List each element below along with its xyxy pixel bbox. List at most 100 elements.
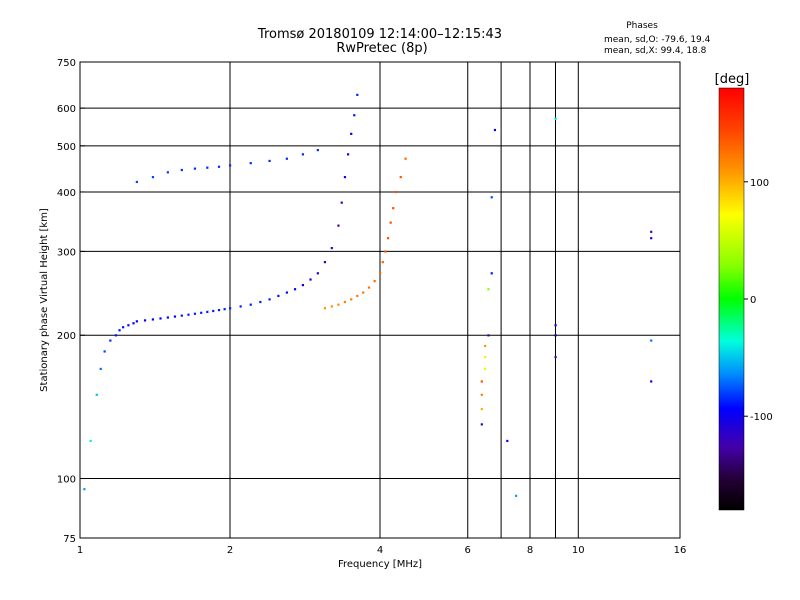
data-point	[480, 380, 483, 383]
x-tick-label: 1	[77, 545, 83, 556]
chart-subtitle: RwPretec (8p)	[336, 41, 427, 56]
data-point	[554, 324, 557, 327]
data-point	[193, 312, 197, 315]
data-point	[277, 294, 280, 298]
data-point	[301, 153, 305, 156]
data-point	[132, 322, 135, 325]
data-point	[346, 153, 350, 156]
x-tick-label: 2	[227, 545, 233, 556]
data-point	[480, 393, 483, 396]
colorbar	[718, 87, 745, 511]
data-point	[83, 488, 86, 491]
data-point	[650, 230, 653, 233]
data-point	[89, 439, 92, 443]
data-point	[554, 334, 557, 337]
data-point	[249, 303, 252, 306]
y-tick-label: 200	[57, 331, 76, 342]
data-point	[285, 157, 288, 160]
data-point	[200, 311, 203, 314]
data-point	[151, 318, 155, 321]
data-point	[173, 315, 177, 318]
data-point	[180, 168, 183, 172]
data-point	[127, 324, 130, 327]
data-point	[268, 159, 271, 163]
data-point	[343, 175, 347, 179]
data-point	[490, 272, 493, 275]
data-point	[187, 313, 190, 316]
data-point	[316, 148, 319, 152]
data-point	[350, 132, 353, 135]
data-point	[166, 171, 169, 174]
data-point	[285, 291, 288, 294]
data-point	[480, 407, 483, 411]
chart-title: Tromsø 20180109 12:14:00–12:15:43	[257, 27, 502, 42]
data-point	[404, 157, 407, 160]
data-point	[367, 286, 371, 289]
y-tick-label: 750	[57, 58, 76, 69]
data-point	[484, 367, 487, 371]
data-point	[180, 314, 183, 317]
data-point	[356, 294, 359, 298]
data-point	[206, 310, 209, 314]
grid-lines	[80, 62, 680, 538]
data-point	[249, 162, 252, 165]
data-point	[259, 300, 262, 304]
data-point	[223, 308, 226, 311]
data-point	[386, 237, 390, 240]
data-point	[151, 175, 155, 179]
scatter-points	[83, 93, 653, 497]
x-tick-label: 8	[527, 545, 533, 556]
phases-stat-x: mean, sd,X: 99.4, 18.8	[604, 46, 707, 56]
data-point	[99, 367, 102, 371]
data-point	[323, 261, 327, 264]
y-axis-label: Stationary phase Virtual Height [km]	[39, 208, 50, 392]
data-point	[487, 288, 490, 291]
data-point	[217, 308, 221, 312]
data-point	[316, 272, 319, 275]
data-point	[650, 339, 653, 342]
data-point	[384, 250, 387, 253]
data-point	[490, 196, 493, 199]
data-point	[650, 237, 653, 240]
data-point	[95, 393, 98, 396]
data-point	[330, 305, 333, 308]
data-point	[356, 93, 359, 96]
x-tick-label: 16	[674, 545, 687, 556]
y-tick-label: 400	[57, 188, 76, 199]
x-tick-label: 6	[465, 545, 471, 556]
data-point	[323, 307, 327, 310]
data-point	[122, 326, 125, 329]
data-point	[217, 165, 221, 168]
colorbar-tick-label: 100	[750, 178, 769, 189]
phases-stat-o: mean, sd,O: -79.6, 19.4	[604, 35, 711, 45]
data-point	[373, 280, 376, 283]
data-point	[493, 128, 497, 132]
data-point	[103, 350, 106, 353]
data-point	[143, 319, 147, 322]
y-tick-label: 600	[57, 104, 76, 115]
data-point	[515, 494, 518, 497]
x-tick-label: 10	[572, 545, 585, 556]
data-point	[484, 356, 487, 359]
data-point	[193, 167, 197, 170]
data-point	[166, 316, 169, 319]
colorbar-ticks: 100 0 -100	[744, 178, 773, 423]
data-point	[114, 334, 118, 337]
data-point	[229, 307, 232, 310]
data-point	[337, 224, 340, 227]
data-point	[480, 423, 483, 426]
data-point	[340, 201, 343, 204]
data-point	[343, 300, 347, 304]
data-point	[268, 298, 271, 301]
y-axis-ticks: 75 100 200 300 400 500 600 750	[57, 58, 85, 545]
x-tick-label: 4	[377, 545, 383, 556]
y-tick-label: 75	[63, 534, 76, 545]
data-point	[229, 164, 232, 167]
data-point	[379, 272, 382, 275]
data-point	[394, 190, 397, 194]
data-point	[362, 291, 365, 294]
data-point	[506, 439, 509, 443]
data-point	[353, 114, 356, 117]
data-point	[350, 298, 353, 301]
data-point	[337, 303, 340, 306]
